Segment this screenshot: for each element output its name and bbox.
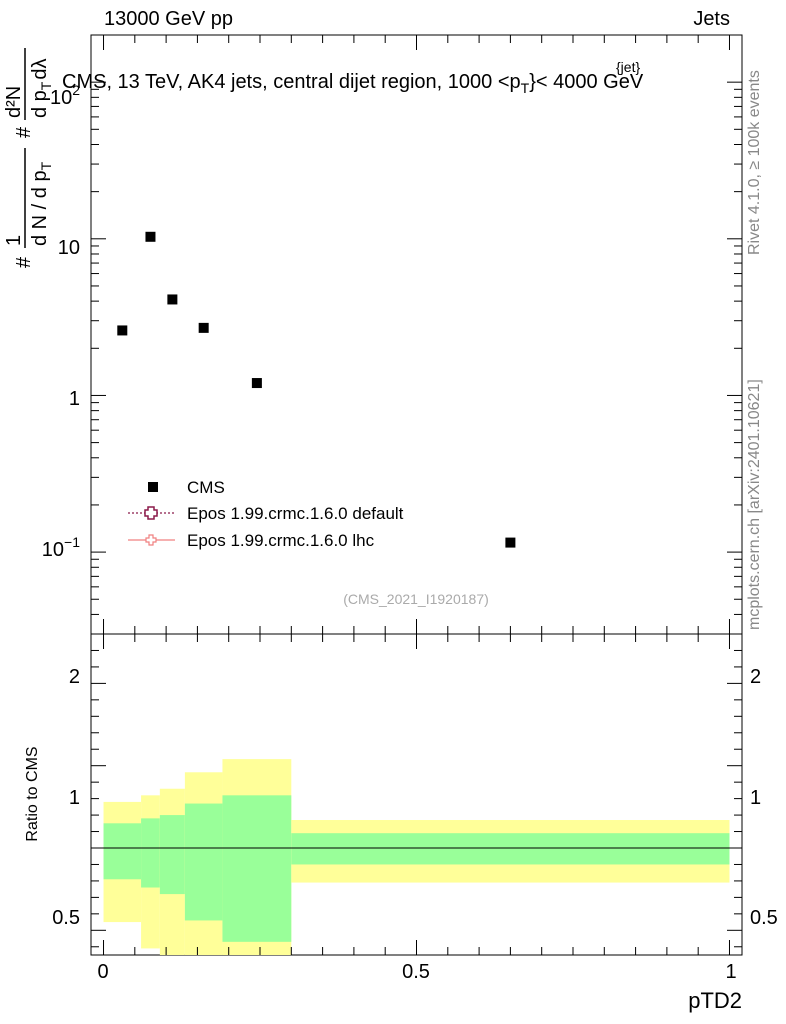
legend-label-epos-lhc: Epos 1.99.crmc.1.6.0 lhc (187, 531, 375, 550)
cms-data-point-1 (145, 231, 156, 242)
x-tick-label-1: 1 (725, 961, 736, 983)
legend-label-cms: CMS (187, 478, 225, 497)
ratio-y-tick-label-0p5-right: 0.5 (750, 907, 778, 929)
svg-text:#: # (13, 126, 35, 138)
svg-text:d N / d pT: d N / d pT (29, 161, 54, 246)
ratio-band-inner-3 (184, 803, 223, 921)
ratio-axis-ticks (91, 634, 742, 955)
ratio-band-inner-0 (103, 823, 142, 880)
header-collision-label: 13000 GeV pp (104, 8, 233, 30)
svg-text:#: # (13, 256, 35, 268)
ratio-band-inner-5 (291, 833, 730, 865)
analysis-id-watermark: (CMS_2021_I1920187) (343, 591, 489, 607)
ratio-band-inner-2 (159, 815, 185, 895)
cms-data-points (117, 231, 516, 548)
ratio-y-axis-label: Ratio to CMS (24, 746, 41, 841)
header-category-label: Jets (693, 8, 730, 30)
ratio-y-tick-label-2-right: 2 (750, 666, 761, 688)
ratio-bands (103, 759, 730, 955)
y-tick-label-0p1: 10−1 (42, 534, 80, 561)
legend-marker-cms (148, 482, 158, 492)
plot-title-superscript: {jet} (616, 59, 640, 75)
x-axis-label: pTD2 (688, 988, 742, 1013)
rivet-version-label: Rivet 4.1.0, ≥ 100k events (746, 70, 763, 255)
cms-data-point-4 (251, 378, 262, 389)
ratio-y-tick-label-2-left: 2 (69, 666, 80, 688)
cms-data-point-0 (117, 325, 128, 336)
x-tick-label-0p5: 0.5 (402, 961, 430, 983)
ratio-y-tick-label-1-right: 1 (750, 787, 761, 809)
cms-data-point-5 (505, 537, 516, 548)
legend-marker-epos-default (144, 506, 158, 520)
legend: CMS Epos 1.99.crmc.1.6.0 default Epos 1.… (128, 478, 404, 550)
ratio-band-inner-1 (141, 818, 160, 888)
main-axis-ticks (91, 34, 742, 635)
x-tick-label-0: 0 (97, 961, 108, 983)
svg-text:1: 1 (3, 235, 25, 246)
legend-label-epos-default: Epos 1.99.crmc.1.6.0 default (187, 504, 404, 523)
svg-text:d²N: d²N (3, 86, 25, 118)
y-tick-label-1: 1 (69, 388, 80, 410)
ratio-y-tick-label-1-left: 1 (69, 787, 80, 809)
cms-data-point-2 (167, 294, 178, 305)
plot-title: CMS, 13 TeV, AK4 jets, central dijet reg… (62, 71, 644, 96)
cms-data-point-3 (198, 322, 209, 333)
y-tick-label-10: 10 (58, 237, 80, 259)
legend-marker-epos-lhc (145, 534, 157, 546)
main-y-axis-label: # 1 d N / d pT # d²N d pTdλ (3, 48, 54, 268)
svg-text:d pTdλ: d pTdλ (29, 59, 54, 119)
ratio-y-tick-label-0p5-left: 0.5 (52, 907, 80, 929)
mcplots-source-label: mcplots.cern.ch [arXiv:2401.10621] (746, 379, 763, 630)
ratio-band-inner-4 (222, 795, 292, 942)
y-tick-label-100: 102 (50, 82, 80, 109)
